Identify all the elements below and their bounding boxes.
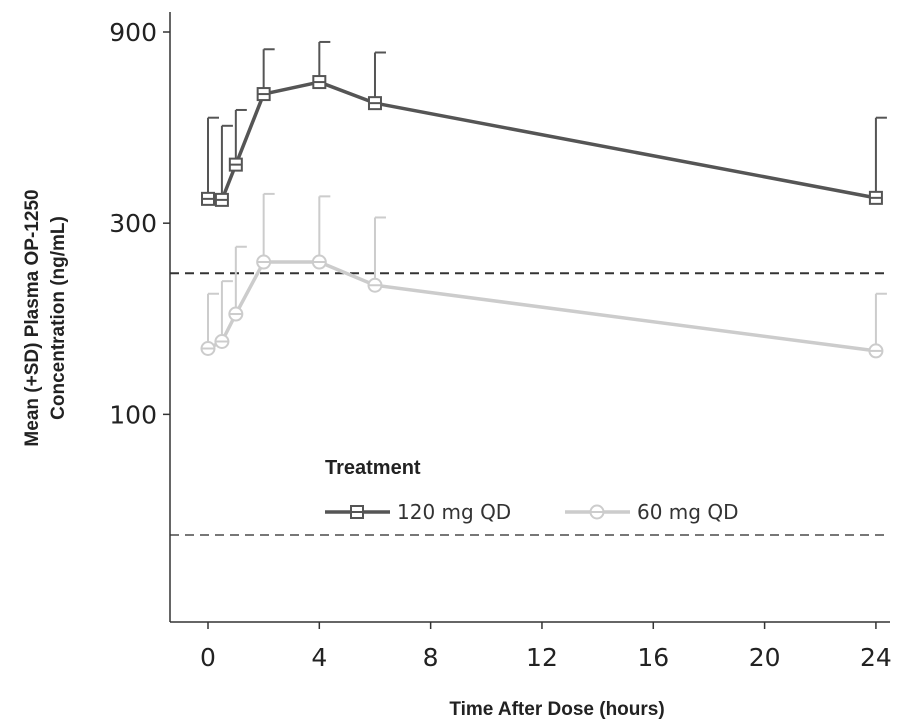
legend-item-120mg: 120 mg QD: [325, 500, 511, 524]
x-tick-label-20: 20: [749, 643, 781, 672]
series-line-60-mg-qd: [207, 260, 877, 353]
series-120-mg-qd: [201, 40, 887, 207]
series-line-120-mg-qd: [207, 80, 877, 202]
y-axis-title: Mean (+SD) Plasma OP-1250 Concentration …: [22, 189, 69, 446]
x-tick-label-8: 8: [423, 643, 439, 672]
y-axis-title-line-2: Concentration (ng/mL): [48, 216, 69, 420]
series-layer: [200, 40, 887, 359]
legend: Treatment 120 mg QD 60 mg QD: [325, 457, 738, 524]
x-tick-label-24: 24: [860, 643, 892, 672]
x-tick-label-12: 12: [526, 643, 558, 672]
y-axis-title-line-1: Mean (+SD) Plasma OP-1250: [22, 189, 43, 446]
x-tick-label-0: 0: [200, 643, 216, 672]
series-60-mg-qd: [200, 192, 887, 359]
x-tick-label-16: 16: [637, 643, 669, 672]
axes: [169, 12, 890, 623]
y-tick-label-300: 300: [109, 209, 157, 238]
y-tick-label-100: 100: [109, 400, 157, 429]
reference-lines: [170, 272, 890, 536]
x-axis-title: Time After Dose (hours): [449, 699, 664, 720]
ticks: 0 4 8 12 16 20 24 100 300 900: [109, 18, 892, 672]
x-tick-label-4: 4: [311, 643, 327, 672]
legend-title: Treatment: [325, 457, 421, 479]
y-tick-label-900: 900: [109, 18, 157, 47]
legend-label-120mg: 120 mg QD: [397, 500, 511, 524]
legend-label-60mg: 60 mg QD: [637, 500, 738, 524]
legend-item-60mg: 60 mg QD: [565, 500, 738, 524]
